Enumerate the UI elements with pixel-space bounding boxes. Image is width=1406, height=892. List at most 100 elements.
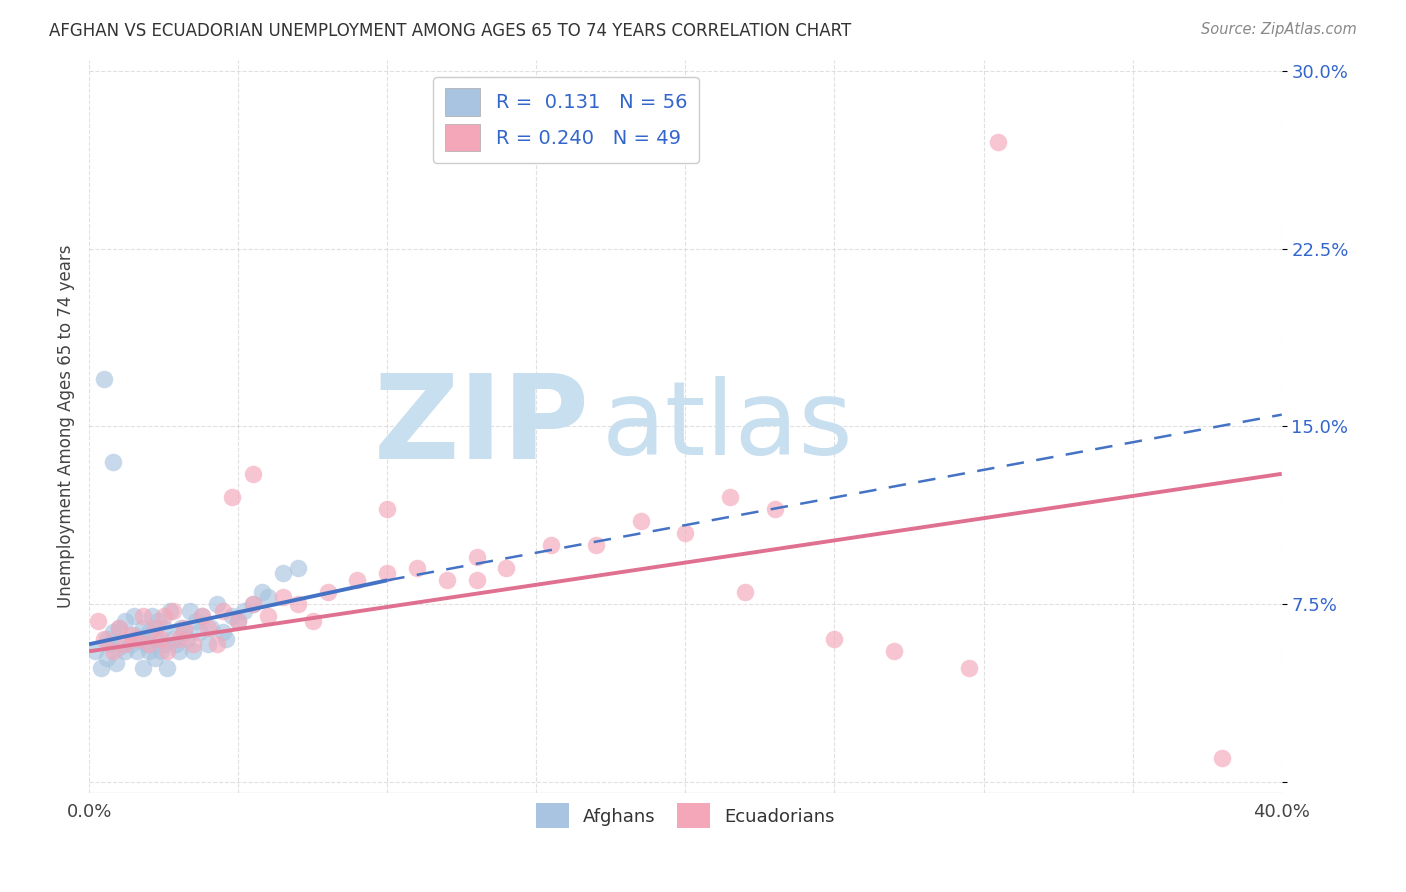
- Point: [143, 621, 166, 635]
- Point: [93, 632, 115, 647]
- Point: [132, 608, 155, 623]
- Point: [375, 502, 398, 516]
- Point: [122, 628, 145, 642]
- Point: [233, 604, 256, 618]
- Point: [1211, 751, 1233, 765]
- Point: [465, 549, 488, 564]
- Point: [226, 614, 249, 628]
- Point: [271, 566, 294, 581]
- Point: [301, 614, 323, 628]
- Point: [165, 637, 187, 651]
- Text: AFGHAN VS ECUADORIAN UNEMPLOYMENT AMONG AGES 65 TO 74 YEARS CORRELATION CHART: AFGHAN VS ECUADORIAN UNEMPLOYMENT AMONG …: [49, 22, 852, 40]
- Point: [495, 561, 517, 575]
- Point: [221, 491, 243, 505]
- Legend: Afghans, Ecuadorians: Afghans, Ecuadorians: [529, 796, 842, 836]
- Point: [159, 604, 181, 618]
- Point: [585, 538, 607, 552]
- Text: Source: ZipAtlas.com: Source: ZipAtlas.com: [1201, 22, 1357, 37]
- Point: [125, 644, 148, 658]
- Point: [200, 621, 222, 635]
- Point: [188, 625, 211, 640]
- Point: [406, 561, 429, 575]
- Point: [630, 514, 652, 528]
- Point: [152, 621, 174, 635]
- Point: [170, 621, 193, 635]
- Point: [108, 621, 131, 635]
- Point: [167, 632, 190, 647]
- Point: [162, 632, 184, 647]
- Point: [132, 661, 155, 675]
- Text: atlas: atlas: [602, 376, 853, 477]
- Point: [316, 585, 339, 599]
- Point: [221, 608, 243, 623]
- Point: [987, 136, 1010, 150]
- Point: [152, 637, 174, 651]
- Point: [132, 621, 155, 635]
- Point: [718, 491, 741, 505]
- Point: [149, 644, 172, 658]
- Point: [87, 614, 110, 628]
- Point: [207, 597, 229, 611]
- Point: [84, 644, 107, 658]
- Point: [152, 608, 174, 623]
- Point: [122, 608, 145, 623]
- Point: [673, 526, 696, 541]
- Point: [883, 644, 905, 658]
- Text: ZIP: ZIP: [374, 369, 591, 484]
- Point: [763, 502, 786, 516]
- Point: [212, 604, 235, 618]
- Point: [120, 637, 142, 651]
- Point: [135, 637, 157, 651]
- Point: [250, 585, 273, 599]
- Point: [197, 637, 219, 651]
- Point: [257, 590, 280, 604]
- Point: [96, 651, 118, 665]
- Point: [101, 455, 124, 469]
- Point: [108, 640, 131, 654]
- Point: [155, 644, 177, 658]
- Point: [149, 632, 172, 647]
- Point: [212, 625, 235, 640]
- Point: [242, 597, 264, 611]
- Point: [125, 632, 148, 647]
- Point: [346, 574, 368, 588]
- Point: [167, 644, 190, 658]
- Point: [734, 585, 756, 599]
- Point: [90, 661, 112, 675]
- Point: [138, 637, 160, 651]
- Point: [143, 651, 166, 665]
- Point: [191, 608, 214, 623]
- Point: [104, 656, 127, 670]
- Point: [98, 637, 121, 651]
- Point: [101, 625, 124, 640]
- Point: [138, 644, 160, 658]
- Point: [215, 632, 238, 647]
- Point: [197, 621, 219, 635]
- Point: [242, 597, 264, 611]
- Point: [93, 372, 115, 386]
- Point: [375, 566, 398, 581]
- Point: [271, 590, 294, 604]
- Point: [186, 614, 208, 628]
- Point: [114, 637, 136, 651]
- Point: [173, 621, 195, 635]
- Point: [207, 637, 229, 651]
- Point: [226, 614, 249, 628]
- Point: [120, 628, 142, 642]
- Point: [540, 538, 562, 552]
- Point: [155, 661, 177, 675]
- Point: [183, 637, 205, 651]
- Point: [173, 625, 195, 640]
- Point: [146, 614, 169, 628]
- Point: [191, 608, 214, 623]
- Y-axis label: Unemployment Among Ages 65 to 74 years: Unemployment Among Ages 65 to 74 years: [58, 244, 75, 608]
- Point: [128, 632, 150, 647]
- Point: [287, 561, 309, 575]
- Point: [101, 644, 124, 658]
- Point: [162, 604, 184, 618]
- Point: [242, 467, 264, 481]
- Point: [957, 661, 980, 675]
- Point: [183, 644, 205, 658]
- Point: [257, 608, 280, 623]
- Point: [141, 608, 163, 623]
